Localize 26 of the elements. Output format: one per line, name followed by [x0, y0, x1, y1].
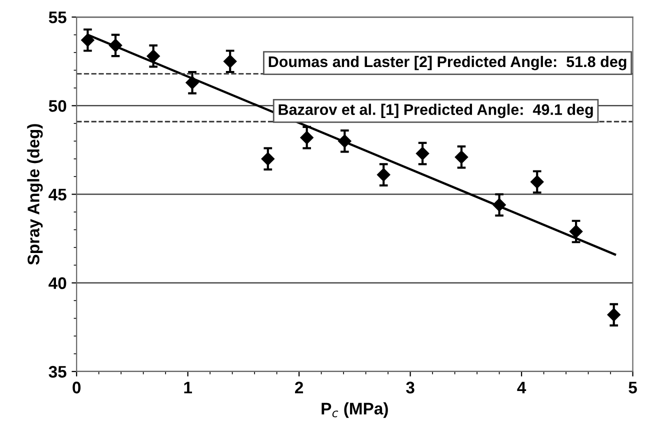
point — [416, 146, 430, 160]
y-tick-label: 45 — [48, 188, 66, 200]
point — [146, 49, 160, 63]
x-tick-label: 2 — [295, 382, 304, 394]
x-axis-title: P$_{c}$ (MPa) — [322, 402, 388, 418]
point — [81, 34, 94, 47]
ref-line-label: Bazarov et al. [1] Predicted Angle: 49.1 deg — [278, 104, 593, 118]
y-tick-label: 55 — [48, 12, 66, 24]
ref-line-label: Doumas and Laster [2] Predicted Angle: 51.8 deg — [268, 56, 626, 70]
point — [224, 54, 237, 68]
x-tick-label: 3 — [406, 382, 414, 394]
point — [377, 168, 390, 182]
point — [530, 175, 544, 188]
point — [300, 130, 314, 144]
x-tick-label: 5 — [628, 382, 637, 394]
y-tick-label: 40 — [48, 277, 66, 290]
x-tick-label: 1 — [184, 382, 192, 394]
y-axis-title: Spray Angle (deg) — [27, 124, 43, 265]
x-tick-label: 4 — [517, 382, 526, 394]
point — [569, 224, 583, 238]
point — [261, 152, 274, 166]
y-tick-label: 35 — [48, 366, 66, 378]
point — [454, 150, 468, 164]
x-tick-label: 0 — [72, 382, 81, 394]
y-tick-label: 50 — [48, 100, 66, 112]
point — [607, 308, 620, 322]
